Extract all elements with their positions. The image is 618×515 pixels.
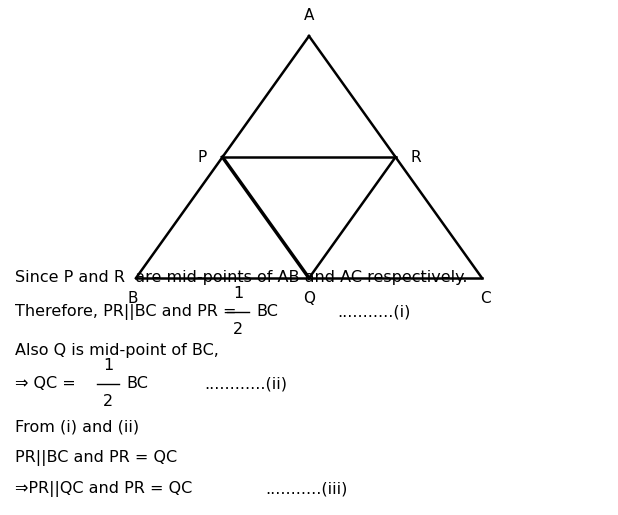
Text: 2: 2 <box>103 394 113 409</box>
Text: Therefore, PR||BC and PR =: Therefore, PR||BC and PR = <box>15 303 237 320</box>
Text: 1: 1 <box>103 358 113 373</box>
Text: Q: Q <box>303 291 315 306</box>
Text: BC: BC <box>127 376 148 391</box>
Text: ...........(i): ...........(i) <box>337 304 410 319</box>
Text: ............(ii): ............(ii) <box>204 376 287 391</box>
Text: B: B <box>128 291 138 306</box>
Text: Also Q is mid-point of BC,: Also Q is mid-point of BC, <box>15 342 219 358</box>
Text: P: P <box>198 149 207 165</box>
Text: PR||BC and PR = QC: PR||BC and PR = QC <box>15 450 177 467</box>
Text: BC: BC <box>256 304 278 319</box>
Text: R: R <box>411 149 421 165</box>
Text: ...........(iii): ...........(iii) <box>266 482 348 497</box>
Text: ⇒PR||QC and PR = QC: ⇒PR||QC and PR = QC <box>15 481 193 497</box>
Text: 1: 1 <box>233 286 243 301</box>
Text: ⇒ QC =: ⇒ QC = <box>15 376 76 391</box>
Text: Since P and R  are mid-points of AB and AC respectively.: Since P and R are mid-points of AB and A… <box>15 270 468 285</box>
Text: C: C <box>480 291 491 306</box>
Text: From (i) and (ii): From (i) and (ii) <box>15 420 140 435</box>
Text: A: A <box>304 8 314 23</box>
Text: 2: 2 <box>233 322 243 337</box>
